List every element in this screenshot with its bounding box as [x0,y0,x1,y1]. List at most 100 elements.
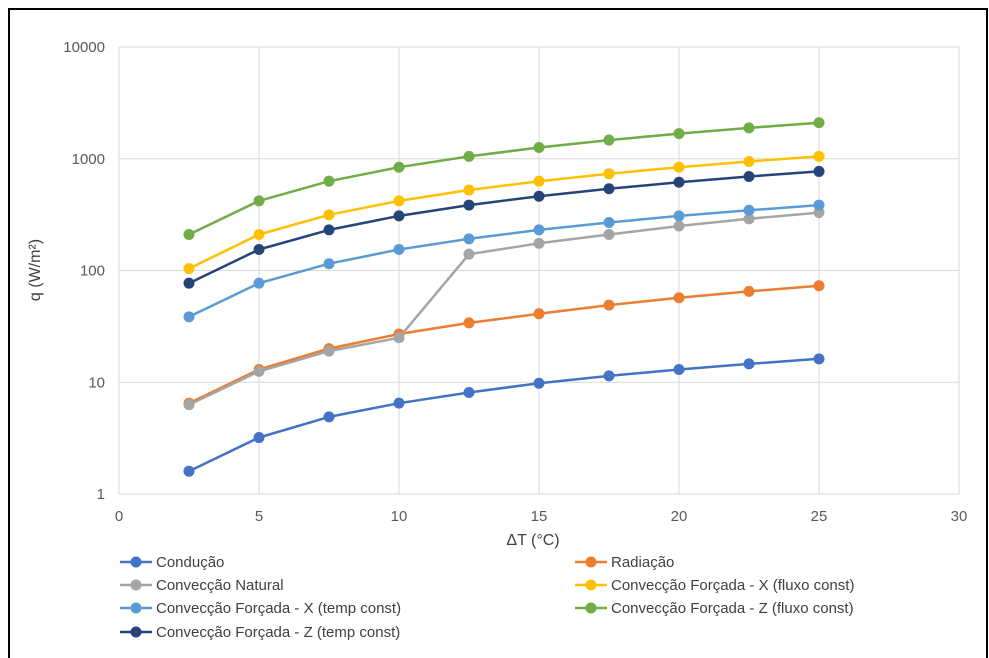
data-point [813,199,825,211]
series-layer [183,117,825,477]
data-point [813,165,825,177]
y-tick-label: 10000 [63,39,105,56]
data-point [393,195,405,207]
series-5 [183,199,825,323]
series-7 [183,165,825,289]
x-axis-title: ΔT (°C) [506,532,559,549]
data-point [393,161,405,173]
data-point [533,142,545,154]
x-tick-label: 30 [951,508,968,525]
series-line [188,284,820,405]
data-point [673,176,685,188]
legend-item: Condução [120,554,224,571]
series-3 [183,207,825,411]
data-point [743,122,755,134]
data-point [393,332,405,344]
data-point [253,432,265,444]
data-point [813,353,825,365]
series-line [188,357,820,473]
data-point [253,244,265,256]
data-point [673,161,685,173]
data-point [463,317,475,329]
x-tick-label: 10 [391,508,408,525]
data-point [603,299,615,311]
data-point [813,117,825,129]
x-tick-label: 15 [531,508,548,525]
data-point [603,228,615,240]
series-2 [183,280,825,409]
data-point [253,195,265,207]
x-tick-label: 20 [671,508,688,525]
data-point [183,311,195,323]
data-point [533,224,545,236]
chart-frame [8,8,988,658]
data-point [743,358,755,370]
data-point [183,399,195,411]
data-point [533,377,545,389]
series-line [188,211,820,406]
series-1 [183,353,825,477]
data-point [463,199,475,211]
series-line [188,121,820,236]
x-tick-label: 25 [811,508,828,525]
legend-swatch-marker [130,579,142,591]
data-point [533,308,545,320]
legend-label: Radiação [611,554,674,571]
data-point [533,237,545,249]
data-point [323,224,335,236]
data-point [743,171,755,183]
legend-label: Convecção Forçada - Z (temp const) [156,624,400,641]
legend-label: Convecção Forçada - X (temp const) [156,600,401,617]
data-point [393,244,405,256]
data-point [183,228,195,240]
ticks-layer: 0 5 10 15 20 25 30 1 10 100 1000 10000 [63,39,967,525]
legend-item: Radiação [575,554,674,571]
data-point [323,258,335,270]
data-point [603,370,615,382]
series-line [188,170,820,285]
data-point [393,397,405,409]
grid [118,46,960,495]
data-point [183,277,195,289]
series-line [188,155,820,270]
legend-label: Convecção Forçada - Z (fluxo const) [611,600,854,617]
legend-swatch-marker [130,556,142,568]
x-tick-label: 5 [255,508,263,525]
data-point [743,285,755,297]
data-point [603,134,615,146]
data-point [673,128,685,140]
legend-swatch-marker [130,626,142,638]
data-point [393,210,405,222]
y-tick-label: 10 [88,374,105,391]
series-4 [183,150,825,275]
data-point [603,216,615,228]
data-point [463,184,475,196]
series-line [188,203,820,318]
data-point [743,213,755,225]
legend: Condução Radiação Convecção Natural Convecç… [120,554,854,641]
data-point [533,175,545,187]
data-point [253,365,265,377]
data-point [813,280,825,292]
legend-swatch-marker [585,579,597,591]
legend-item: Convecção Forçada - X (temp const) [120,600,401,617]
data-point [463,150,475,162]
data-point [323,175,335,187]
y-tick-label: 100 [80,263,105,280]
legend-item: Convecção Forçada - Z (temp const) [120,624,400,641]
data-point [813,150,825,162]
data-point [673,292,685,304]
data-point [323,411,335,423]
series-6 [183,117,825,240]
legend-label: Condução [156,554,224,571]
legend-swatch-marker [130,602,142,614]
data-point [183,263,195,275]
legend-swatch-marker [585,602,597,614]
data-point [323,209,335,221]
data-point [463,386,475,398]
data-point [463,233,475,245]
data-point [533,190,545,202]
legend-swatch-marker [585,556,597,568]
data-point [743,204,755,216]
x-tick-label: 0 [115,508,123,525]
